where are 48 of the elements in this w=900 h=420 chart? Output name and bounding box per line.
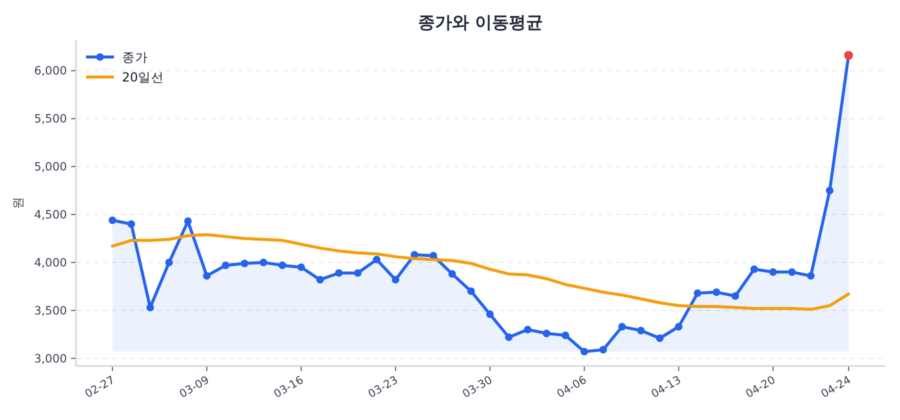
point (165, 258, 173, 266)
point (467, 287, 475, 296)
legend-label: 종가 (122, 50, 148, 64)
point (240, 260, 248, 268)
y-tick-label: 3,500 (34, 303, 67, 318)
point (562, 332, 570, 340)
legend-label: 20일선 (122, 70, 164, 84)
y-tick-label: 5,500 (34, 112, 67, 126)
point (260, 258, 268, 266)
point (354, 269, 362, 277)
point (108, 216, 116, 224)
point (448, 270, 456, 278)
point (712, 288, 720, 296)
y-tick-label: 4,500 (34, 208, 67, 222)
line-series (110, 233, 850, 311)
point (618, 322, 626, 330)
point (769, 268, 777, 276)
point (372, 256, 380, 264)
point (826, 186, 834, 194)
point (542, 330, 550, 338)
point (486, 310, 494, 318)
point (278, 262, 286, 270)
point (580, 348, 588, 356)
point (674, 322, 682, 330)
point (335, 269, 343, 277)
point (392, 276, 400, 284)
point (505, 333, 513, 342)
y-tick-label: 3,000 (34, 351, 67, 366)
point (807, 272, 815, 280)
point (694, 289, 702, 297)
point (297, 263, 305, 272)
point (524, 326, 532, 334)
y-tick-label: 4,000 (34, 255, 67, 270)
point (128, 220, 136, 228)
chart-title: 종가와 이동평균 (418, 13, 543, 33)
point (146, 304, 154, 312)
point (316, 276, 324, 284)
point (222, 262, 230, 270)
y-tick-label: 6,000 (34, 64, 67, 78)
point (656, 334, 664, 342)
point (750, 265, 758, 273)
point (788, 268, 796, 276)
point (732, 292, 740, 300)
point (203, 272, 211, 280)
point (599, 346, 607, 354)
point (637, 326, 645, 334)
y-tick-label: 5,000 (34, 160, 67, 174)
y-axis-title: 원 (11, 197, 25, 209)
